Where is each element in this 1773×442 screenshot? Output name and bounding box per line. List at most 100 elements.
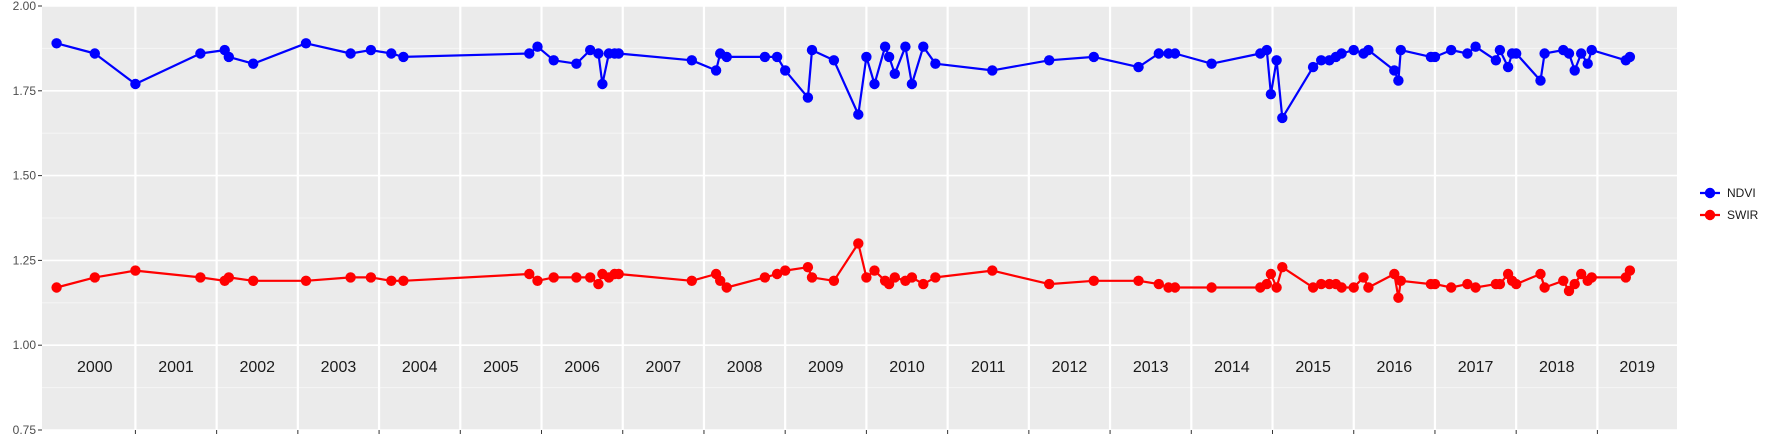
ndvi-data-point: [759, 51, 771, 63]
swir-data-point: [1539, 282, 1550, 293]
ndvi-data-point: [1535, 75, 1546, 86]
ndvi-data-point: [1277, 112, 1288, 124]
swir-data-point: [806, 272, 818, 283]
swir-data-point: [771, 268, 783, 280]
ndvi-data-point: [1470, 41, 1481, 52]
ndvi-data-point: [130, 78, 141, 90]
ndvi-data-point: [1511, 48, 1522, 59]
year-label: 2018: [1539, 359, 1575, 376]
swir-data-point: [223, 272, 234, 283]
ndvi-data-point: [1316, 55, 1327, 66]
ndvi-data-point: [571, 58, 582, 69]
year-label: 2011: [971, 359, 1006, 376]
swir-data-point: [1462, 278, 1473, 290]
ndvi-data-point: [889, 68, 900, 80]
ndvi-data-point: [1389, 65, 1400, 76]
swir-data-point: [51, 282, 62, 293]
year-label: 2015: [1295, 359, 1331, 376]
ndvi-data-point: [1133, 61, 1144, 73]
swir-data-point: [1277, 262, 1288, 273]
year-label: 2001: [158, 359, 194, 376]
swir-data-point: [386, 275, 397, 286]
year-label: 2012: [1052, 359, 1088, 376]
swir-data-point: [1624, 265, 1636, 276]
ndvi-data-point: [1624, 51, 1636, 63]
swir-data-point: [1429, 278, 1441, 290]
swir-data-point: [759, 272, 771, 283]
swir-data-point: [715, 275, 726, 286]
ndvi-data-point: [918, 41, 929, 52]
ndvi-data-point: [524, 48, 535, 59]
swir-data-point: [195, 272, 206, 283]
swir-data-point: [802, 262, 814, 273]
ndvi-data-point: [300, 38, 312, 49]
swir-data-point: [1133, 275, 1144, 286]
year-label: 2019: [1619, 359, 1655, 376]
swir-data-point: [1088, 275, 1100, 286]
swir-data-point: [1271, 282, 1282, 293]
ndvi-data-point: [585, 44, 596, 56]
swir-data-point: [853, 238, 864, 249]
legend: NDVI SWIR: [1700, 186, 1759, 222]
ndvi-data-point: [1502, 61, 1514, 73]
swir-data-point: [686, 275, 697, 286]
swir-data-point: [1569, 278, 1580, 290]
ndvi-data-point: [1539, 48, 1550, 59]
ndvi-data-point: [1336, 48, 1347, 59]
swir-data-point: [1348, 282, 1359, 293]
ndvi-data-point: [1271, 55, 1282, 66]
swir-data-point: [398, 275, 409, 286]
y-tick-label: 1.00: [13, 338, 37, 352]
ndvi-data-point: [861, 51, 872, 63]
ndvi-data-point: [1088, 51, 1100, 63]
year-label: 2004: [402, 359, 438, 376]
year-label: 2009: [808, 359, 844, 376]
ndvi-data-point: [1494, 44, 1506, 56]
swir-data-point: [613, 268, 624, 280]
ndvi-data-point: [802, 92, 814, 103]
ndvi-data-point: [548, 55, 559, 66]
swir-data-point: [1586, 272, 1597, 283]
year-label: 2014: [1214, 359, 1250, 376]
swir-data-point: [1393, 292, 1404, 303]
y-tick-label: 1.50: [13, 169, 37, 183]
swir-data-point: [906, 272, 918, 283]
year-label: 2017: [1458, 359, 1494, 376]
y-tick-label: 0.75: [13, 423, 37, 437]
swir-data-point: [1363, 282, 1374, 293]
ndvi-data-point: [386, 48, 397, 59]
swir-data-point: [593, 278, 604, 290]
swir-data-point: [1265, 268, 1277, 280]
ndvi-data-point: [828, 55, 840, 66]
swir-data-point: [1470, 282, 1481, 293]
swir-data-point: [345, 272, 356, 283]
swir-data-point: [548, 272, 559, 283]
swir-data-point: [1494, 278, 1506, 290]
ndvi-data-point: [1563, 48, 1575, 59]
grid-layer: [42, 5, 1677, 431]
year-label: 2005: [483, 359, 519, 376]
ndvi-data-point: [593, 48, 604, 59]
swir-data-point: [1446, 282, 1457, 293]
series-layer: [51, 38, 1636, 303]
ndvi-data-point: [89, 48, 101, 59]
year-label: 2016: [1377, 359, 1413, 376]
ndvi-data-point: [1265, 89, 1277, 100]
ndvi-data-point: [710, 65, 722, 76]
ndvi-data-point: [1393, 75, 1404, 86]
swir-data-point: [918, 278, 929, 290]
swir-data-point: [1511, 278, 1522, 290]
swir-data-point: [89, 272, 101, 283]
ndvi-data-point: [686, 55, 697, 66]
ndvi-data-point: [879, 41, 891, 52]
year-label: 2003: [321, 359, 357, 376]
ndvi-data-point: [223, 51, 234, 63]
swir-data-point: [1563, 285, 1575, 297]
swir-data-point: [1576, 268, 1587, 280]
swir-data-point: [130, 265, 141, 276]
swir-data-point: [1395, 275, 1407, 286]
swir-data-point: [365, 272, 377, 283]
swir-data-point: [889, 272, 900, 283]
swir-data-point: [1206, 282, 1217, 293]
